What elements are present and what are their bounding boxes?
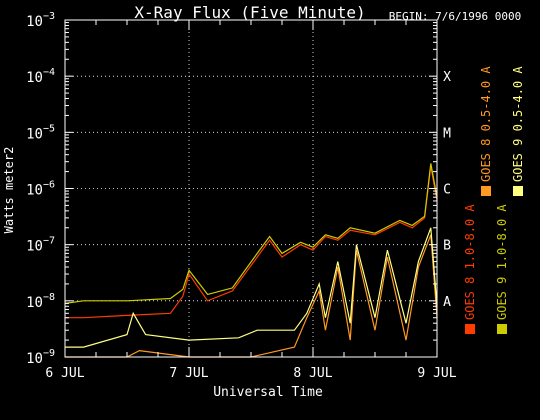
flare-class-label: A <box>443 295 451 310</box>
data-lines <box>64 163 438 358</box>
begin-label: BEGIN: 7/6/1996 0000 <box>389 10 521 23</box>
x-axis-label: Universal Time <box>213 385 323 400</box>
flare-class-label: X <box>443 70 451 85</box>
y-tick-label: 10−6 <box>26 180 55 199</box>
x-axis-ticks: 6 JUL 7 JUL 8 JUL 9 JUL <box>45 20 457 381</box>
legend-label: GOES 8 0.5-4.0 A <box>479 66 493 182</box>
legend: GOES 8 1.0-8.0 A GOES 8 0.5-4.0 A GOES 9 1… <box>463 66 525 334</box>
y-tick-label: 10−8 <box>26 292 55 311</box>
y-axis-label: Watts meter2 <box>2 147 16 234</box>
legend-swatch <box>481 186 491 196</box>
legend-swatch <box>513 186 523 196</box>
y-tick-label: 10−3 <box>26 11 55 30</box>
series-line <box>65 227 438 348</box>
flare-class-labels: A B C M X <box>443 70 451 310</box>
legend-label: GOES 9 0.5-4.0 A <box>511 66 525 182</box>
x-tick-label: 6 JUL <box>45 366 84 381</box>
chart-title: X-Ray Flux (Five Minute) <box>134 3 365 22</box>
series-line <box>65 234 438 358</box>
x-tick-label: 7 JUL <box>169 366 208 381</box>
x-tick-label: 8 JUL <box>293 366 332 381</box>
legend-label: GOES 9 1.0-8.0 A <box>495 204 509 320</box>
flare-class-label: M <box>443 126 451 141</box>
y-tick-label: 10−7 <box>26 236 55 255</box>
y-axis-ticks: 10−9 10−8 10−7 10−6 10−5 10−4 10−3 <box>26 11 437 367</box>
y-tick-label: 10−4 <box>26 67 55 86</box>
grid <box>65 20 437 357</box>
y-tick-label: 10−9 <box>26 348 55 367</box>
x-tick-label: 9 JUL <box>417 366 456 381</box>
legend-swatch <box>465 324 475 334</box>
flare-class-label: C <box>443 183 451 198</box>
legend-swatch <box>497 324 507 334</box>
flare-class-label: B <box>443 239 451 254</box>
series-line <box>64 163 438 304</box>
series-line <box>65 165 438 319</box>
legend-label: GOES 8 1.0-8.0 A <box>463 204 477 320</box>
y-tick-label: 10−5 <box>26 123 55 142</box>
